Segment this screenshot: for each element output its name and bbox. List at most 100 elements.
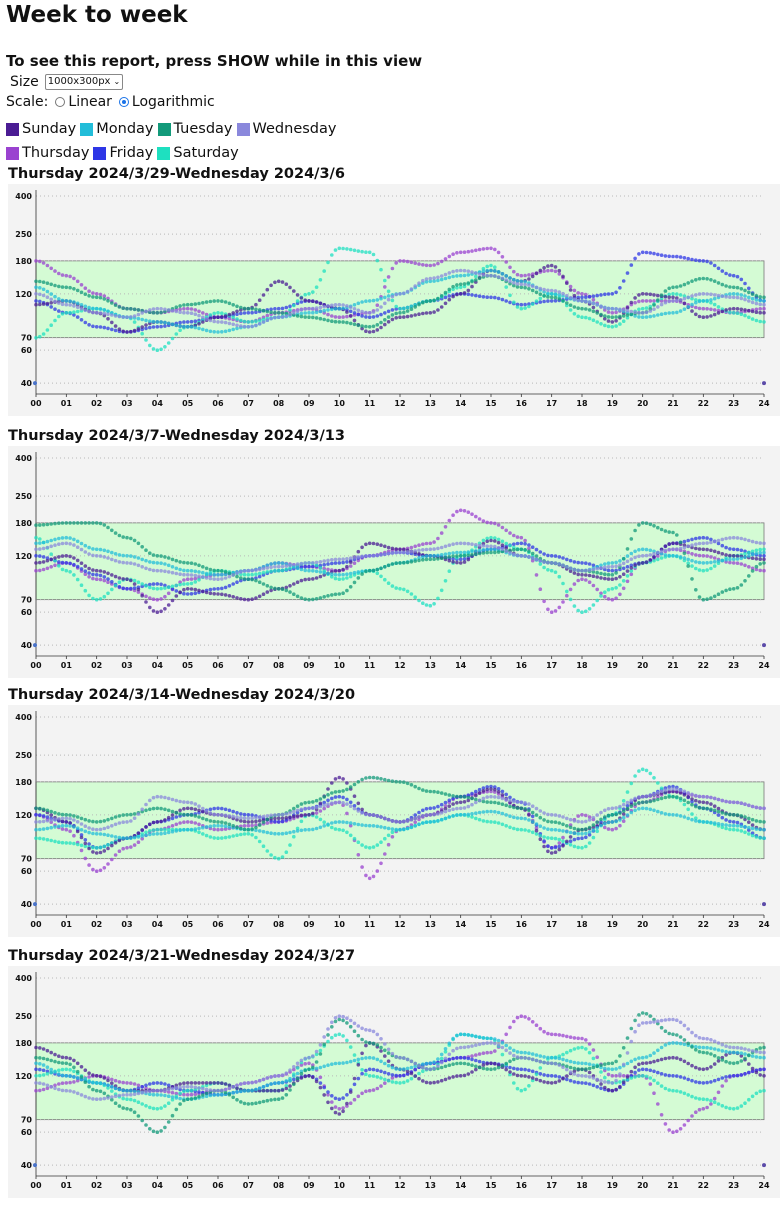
data-point	[724, 546, 728, 550]
data-point	[292, 289, 296, 293]
data-point	[732, 274, 736, 278]
data-point	[175, 567, 179, 571]
data-point	[84, 286, 88, 290]
data-point	[243, 813, 247, 817]
data-point	[140, 1102, 144, 1106]
data-point	[91, 820, 95, 824]
data-point	[508, 544, 512, 548]
data-point	[702, 315, 706, 319]
data-point	[357, 809, 361, 813]
data-point	[425, 311, 429, 315]
x-tick-label: 04	[152, 661, 164, 670]
data-point	[61, 303, 65, 307]
data-point	[599, 1070, 603, 1074]
data-point	[512, 548, 516, 552]
size-select[interactable]: 1000x300px ⌄	[45, 74, 123, 90]
data-point	[216, 836, 220, 840]
data-point	[87, 826, 91, 830]
data-point	[618, 593, 622, 597]
data-point	[231, 834, 235, 838]
data-point	[140, 311, 144, 315]
scale-linear-label[interactable]: Linear	[68, 94, 112, 110]
data-point	[516, 800, 520, 804]
data-point	[288, 843, 292, 847]
data-point	[671, 299, 675, 303]
data-point	[341, 573, 345, 577]
data-point	[603, 595, 607, 599]
data-point	[156, 587, 160, 591]
data-point	[364, 554, 368, 558]
data-point	[683, 793, 687, 797]
data-point	[307, 569, 311, 573]
data-point	[588, 317, 592, 321]
data-point	[565, 817, 569, 821]
data-point	[364, 1090, 368, 1094]
data-point	[42, 560, 46, 564]
data-point	[110, 817, 114, 821]
data-point	[698, 1108, 702, 1112]
legend-item-sunday[interactable]: Sunday	[6, 117, 76, 141]
data-point	[474, 515, 478, 519]
data-point	[38, 335, 42, 339]
data-point	[728, 295, 732, 299]
scale-log-label[interactable]: Logarithmic	[132, 94, 215, 110]
data-point	[121, 535, 125, 539]
data-point	[751, 823, 755, 827]
data-point	[376, 1087, 380, 1091]
data-point	[95, 832, 99, 836]
data-point	[65, 542, 69, 546]
data-point	[330, 781, 334, 785]
chevron-down-icon: ⌄	[113, 75, 120, 89]
data-point	[91, 573, 95, 577]
data-point	[379, 1076, 383, 1080]
data-point	[520, 274, 524, 278]
data-point	[201, 807, 205, 811]
data-point	[569, 1035, 573, 1039]
data-point	[614, 1074, 618, 1078]
data-point	[558, 290, 562, 294]
data-point	[300, 814, 304, 818]
legend-item-monday[interactable]: Monday	[80, 117, 153, 141]
data-point	[140, 318, 144, 322]
data-point	[497, 546, 501, 550]
data-point	[580, 1081, 584, 1085]
x-tick-label: 16	[516, 399, 528, 408]
data-point	[387, 834, 391, 838]
data-point	[611, 325, 615, 329]
scale-log-radio[interactable]	[119, 97, 129, 107]
legend-item-wednesday[interactable]: Wednesday	[237, 117, 337, 141]
data-point	[683, 540, 687, 544]
data-point	[698, 307, 702, 311]
data-point	[539, 292, 543, 296]
data-point	[641, 768, 645, 772]
data-point	[671, 292, 675, 296]
x-tick-label: 00	[30, 1181, 42, 1190]
data-point	[758, 311, 762, 315]
data-point	[459, 554, 463, 558]
data-point	[372, 845, 376, 849]
data-point	[273, 856, 277, 860]
legend-item-thursday[interactable]: Thursday	[6, 141, 89, 165]
data-point	[250, 820, 254, 824]
data-point	[322, 807, 326, 811]
data-point	[300, 562, 304, 566]
data-point	[156, 561, 160, 565]
data-point	[125, 307, 129, 311]
data-point	[539, 837, 543, 841]
legend-item-friday[interactable]: Friday	[93, 141, 153, 165]
data-point	[645, 554, 649, 558]
data-point	[326, 787, 330, 791]
legend-item-tuesday[interactable]: Tuesday	[158, 117, 233, 141]
legend-item-saturday[interactable]: Saturday	[157, 141, 238, 165]
data-point	[592, 1084, 596, 1088]
data-point	[61, 285, 65, 289]
data-point	[485, 540, 489, 544]
data-point	[690, 543, 694, 547]
data-point	[383, 1078, 387, 1082]
data-point	[630, 1076, 634, 1080]
data-point	[550, 851, 554, 855]
data-point	[459, 274, 463, 278]
scale-linear-radio[interactable]	[55, 97, 65, 107]
data-point	[656, 313, 660, 317]
data-point	[576, 1037, 580, 1041]
